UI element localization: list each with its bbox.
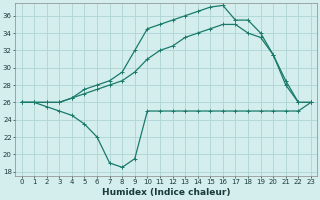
X-axis label: Humidex (Indice chaleur): Humidex (Indice chaleur)	[102, 188, 230, 197]
